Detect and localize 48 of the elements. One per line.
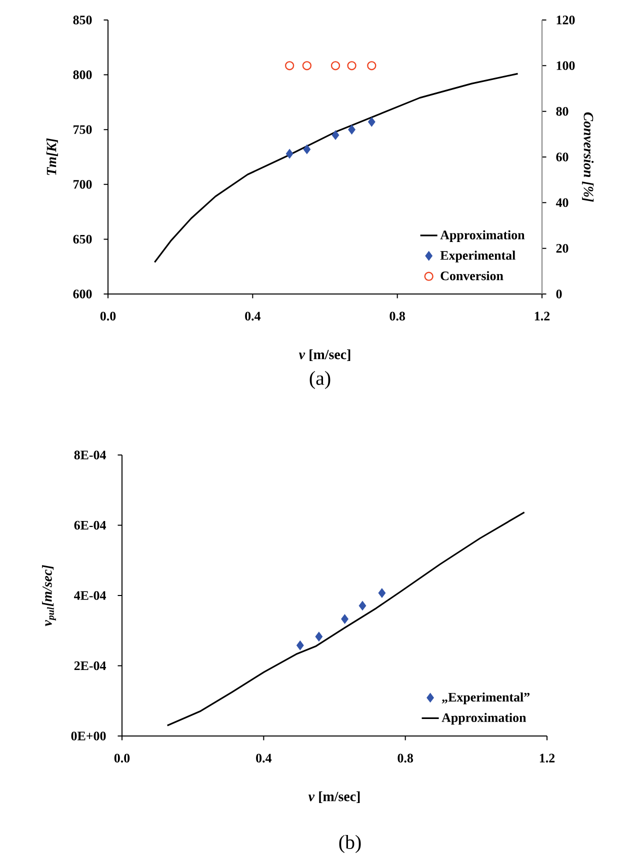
x-axis-title: v [m/sec] [298, 349, 350, 361]
y2-tick-label: 0 [556, 290, 562, 298]
y2-axis-title: Conversion [%] [582, 112, 594, 202]
legend-label: Experimental [440, 250, 516, 262]
y2-tick-label: 120 [556, 16, 575, 24]
text: (a) [310, 370, 330, 390]
y-axis-title: v$_{pul}$[m/sec] [42, 565, 56, 626]
x-tick-label: 0.4 [256, 754, 272, 763]
y-tick-label: 600 [73, 290, 92, 298]
text: (b) [339, 834, 361, 854]
y-tick-label: 850 [73, 16, 92, 24]
legend-label: Approximation [440, 230, 525, 242]
y2-tick-label: 60 [556, 152, 568, 162]
x-axis-title: v [m/sec] [308, 791, 360, 803]
point [286, 149, 294, 158]
y2-tick-label: 100 [556, 61, 575, 70]
y-tick-label: 2E-04 [74, 661, 106, 670]
y-tick-label: 650 [73, 234, 92, 244]
x-tick-label: 0.0 [100, 312, 116, 321]
point [358, 601, 366, 610]
y-tick-label: 700 [74, 180, 92, 189]
x-tick-label: 1.2 [540, 754, 555, 763]
y-tick-label: 0E+00 [71, 732, 106, 740]
legend-label: Approximation [442, 712, 526, 725]
x-tick-label: 0.0 [114, 754, 130, 763]
y-tick-label: 750 [74, 125, 92, 134]
point [348, 125, 356, 134]
legend-label: „Experimental” [442, 692, 530, 704]
point [378, 588, 386, 598]
x-tick-label: 0.8 [398, 754, 413, 763]
point [368, 117, 376, 127]
y2-tick-label: 40 [556, 198, 568, 208]
point [332, 130, 340, 140]
y-tick-label: 800 [73, 70, 92, 80]
y-tick-label: 4E-04 [74, 591, 106, 600]
y2-tick-label: 80 [556, 106, 568, 116]
y-tick-label: 8E-04 [74, 450, 106, 460]
point [303, 144, 311, 154]
x-tick-label: 0.4 [245, 312, 261, 321]
legend-label: Conversion [440, 271, 504, 280]
point [315, 632, 323, 642]
point [341, 614, 348, 624]
point [296, 640, 304, 650]
y-tick-label: 6E-04 [74, 520, 106, 530]
x-tick-label: 1.2 [534, 312, 550, 321]
y2-tick-label: 20 [556, 244, 568, 253]
y-axis-title: Tm[K] [46, 138, 58, 175]
x-tick-label: 0.8 [390, 312, 405, 321]
